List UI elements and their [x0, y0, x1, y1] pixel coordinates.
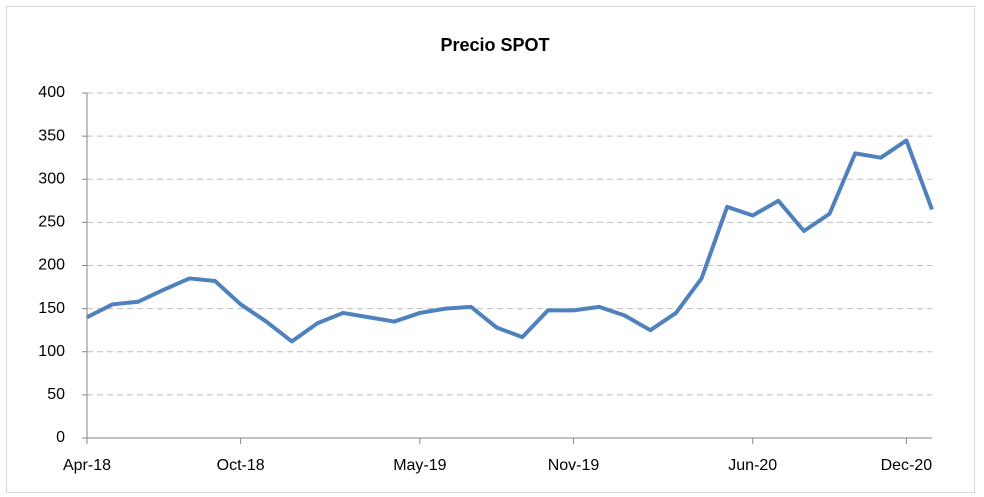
y-tick-label: 50	[47, 386, 65, 403]
y-tick-label: 250	[38, 214, 65, 231]
y-tick-label: 0	[56, 429, 65, 446]
x-tick-label: Oct-18	[217, 457, 265, 474]
y-tick-label: 200	[38, 257, 65, 274]
y-tick-label: 400	[38, 84, 65, 101]
y-tick-label: 150	[38, 300, 65, 317]
y-tick-label: 350	[38, 127, 65, 144]
x-tick-label: Nov-19	[548, 457, 600, 474]
x-tick-label: Dec-20	[881, 457, 933, 474]
x-tick-label: May-19	[393, 457, 446, 474]
chart-title: Precio SPOT	[440, 35, 549, 55]
line-series	[86, 138, 934, 344]
chart-frame	[6, 6, 975, 493]
x-tick-label: Apr-18	[63, 457, 111, 474]
y-tick-label: 100	[38, 343, 65, 360]
y-tick-label: 300	[38, 170, 65, 187]
x-tick-label: Jun-20	[728, 457, 777, 474]
